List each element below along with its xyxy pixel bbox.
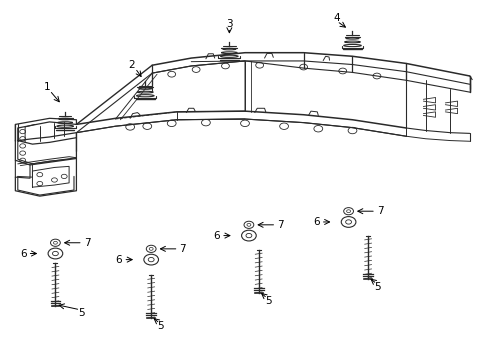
Text: 5: 5: [265, 296, 272, 306]
Text: 1: 1: [44, 82, 50, 92]
Text: 7: 7: [84, 238, 90, 248]
Text: 6: 6: [20, 248, 26, 258]
Text: 4: 4: [334, 13, 341, 23]
Text: 5: 5: [374, 282, 381, 292]
Text: 7: 7: [377, 206, 384, 216]
Text: 6: 6: [116, 255, 122, 265]
Text: 5: 5: [158, 321, 164, 331]
Text: 7: 7: [179, 244, 186, 254]
Text: 2: 2: [128, 59, 135, 69]
Text: 6: 6: [214, 231, 220, 240]
Text: 7: 7: [277, 220, 284, 230]
Text: 6: 6: [313, 217, 320, 227]
Text: 5: 5: [78, 308, 85, 318]
Text: 3: 3: [226, 19, 233, 29]
